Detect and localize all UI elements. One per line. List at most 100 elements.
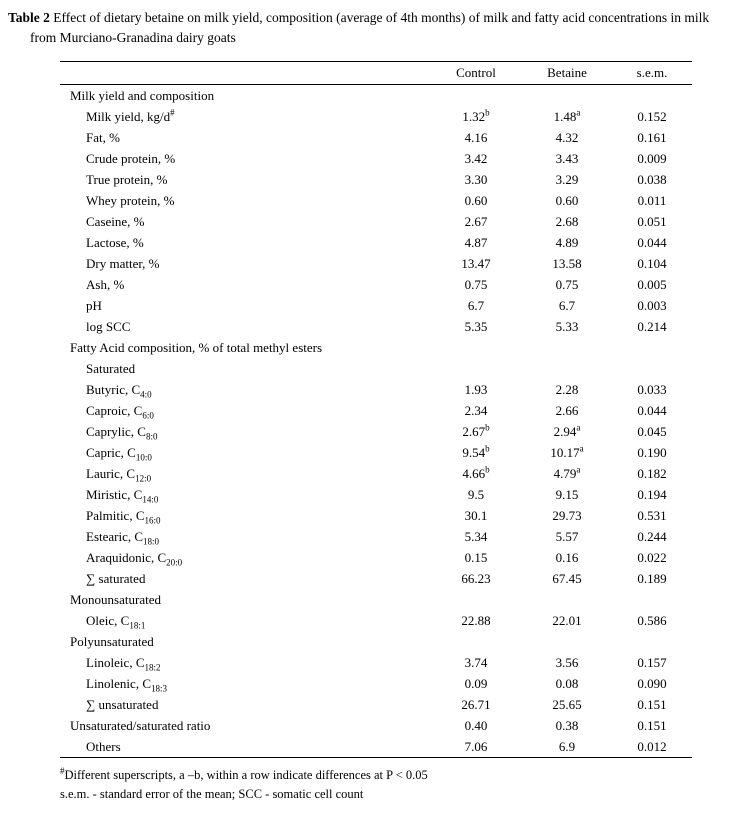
cell-control — [430, 85, 522, 107]
table-row: ∑ unsaturated 26.71 25.65 0.151 — [60, 694, 692, 715]
row-label: Lactose, % — [86, 235, 144, 251]
cell-control — [430, 589, 522, 610]
table-row: Caseine, % 2.67 2.68 0.051 — [60, 211, 692, 232]
table-row: Caprylic, C8:0 2.67b 2.94a 0.045 — [60, 421, 692, 442]
cell-betaine: 4.32 — [555, 130, 579, 146]
row-label: Capric, C10:0 — [86, 445, 152, 463]
table-row: True protein, % 3.30 3.29 0.038 — [60, 169, 692, 190]
cell-betaine: 0.60 — [555, 193, 579, 209]
cell-control: 66.23 — [461, 571, 491, 587]
cell-control: 9.5 — [467, 487, 485, 503]
cell-sem: 0.022 — [637, 550, 667, 566]
cell-sem: 0.044 — [637, 235, 667, 251]
table-row: Lactose, % 4.87 4.89 0.044 — [60, 232, 692, 253]
cell-control — [430, 358, 522, 379]
row-label: Whey protein, % — [86, 193, 175, 209]
row-label: Milk yield, kg/d# — [86, 107, 175, 125]
table-row: Milk yield, kg/d# 1.32b 1.48a 0.152 — [60, 106, 692, 127]
cell-sem: 0.152 — [637, 109, 667, 125]
table-row: Dry matter, % 13.47 13.58 0.104 — [60, 253, 692, 274]
cell-control: 2.34 — [464, 403, 488, 419]
cell-sem — [612, 337, 692, 358]
row-label: Crude protein, % — [86, 151, 176, 167]
cell-betaine: 2.94a — [553, 422, 581, 440]
header-sem: s.e.m. — [636, 65, 668, 81]
table-row: Linoleic, C18:2 3.74 3.56 0.157 — [60, 652, 692, 673]
row-label: Caproic, C6:0 — [86, 403, 154, 421]
cell-control: 26.71 — [461, 697, 491, 713]
cell-betaine: 3.29 — [555, 172, 579, 188]
row-label: Unsaturated/saturated ratio — [70, 718, 211, 734]
cell-control: 2.67b — [462, 422, 490, 440]
cell-betaine: 0.75 — [555, 277, 579, 293]
cell-control: 4.87 — [464, 235, 488, 251]
cell-betaine: 4.79a — [553, 464, 581, 482]
row-label: ∑ saturated — [86, 571, 146, 587]
section-row: Milk yield and composition — [60, 85, 692, 107]
cell-control: 5.34 — [464, 529, 488, 545]
table-row: Oleic, C18:1 22.88 22.01 0.586 — [60, 610, 692, 631]
cell-betaine — [522, 589, 612, 610]
data-table: Control Betaine s.e.m. Milk yield and co… — [60, 61, 692, 759]
cell-sem: 0.190 — [637, 445, 667, 461]
cell-control: 2.67 — [464, 214, 488, 230]
cell-control: 0.75 — [464, 277, 488, 293]
cell-betaine: 0.16 — [555, 550, 579, 566]
row-label: Caseine, % — [86, 214, 145, 230]
header-row: Control Betaine s.e.m. — [60, 62, 692, 85]
cell-sem: 0.194 — [637, 487, 667, 503]
cell-control: 3.74 — [464, 655, 488, 671]
table-row: Fat, % 4.16 4.32 0.161 — [60, 127, 692, 148]
table-row: Ash, % 0.75 0.75 0.005 — [60, 274, 692, 295]
cell-control: 7.06 — [464, 739, 488, 755]
cell-betaine: 6.9 — [558, 739, 576, 755]
row-label: Linolenic, C18:3 — [86, 676, 168, 694]
row-label: Lauric, C12:0 — [86, 466, 152, 484]
cell-sem: 0.189 — [637, 571, 667, 587]
table-row: ∑ saturated 66.23 67.45 0.189 — [60, 568, 692, 589]
section-row: Saturated — [60, 358, 692, 379]
cell-betaine: 5.33 — [555, 319, 579, 335]
cell-control: 3.42 — [464, 151, 488, 167]
cell-control: 3.30 — [464, 172, 488, 188]
cell-control: 13.47 — [461, 256, 491, 272]
cell-betaine: 25.65 — [552, 697, 582, 713]
cell-sem: 0.244 — [637, 529, 667, 545]
cell-betaine: 2.66 — [555, 403, 579, 419]
row-label: Fat, % — [86, 130, 120, 146]
row-label: Ash, % — [86, 277, 125, 293]
row-label: Miristic, C14:0 — [86, 487, 159, 505]
cell-control: 0.40 — [464, 718, 488, 734]
row-label: Butyric, C4:0 — [86, 382, 152, 400]
cell-sem: 0.009 — [637, 151, 667, 167]
cell-betaine: 67.45 — [552, 571, 582, 587]
row-label: pH — [86, 298, 102, 314]
cell-betaine: 1.48a — [553, 107, 581, 125]
cell-sem: 0.586 — [637, 613, 667, 629]
cell-control: 30.1 — [464, 508, 488, 524]
row-label: Milk yield and composition — [70, 88, 215, 104]
cell-sem: 0.045 — [637, 424, 667, 440]
cell-betaine — [522, 85, 612, 107]
table-row: Others 7.06 6.9 0.012 — [60, 736, 692, 758]
cell-sem: 0.033 — [637, 382, 667, 398]
cell-betaine: 6.7 — [558, 298, 576, 314]
section-row: Polyunsaturated — [60, 631, 692, 652]
cell-betaine: 3.56 — [555, 655, 579, 671]
cell-sem: 0.151 — [637, 697, 667, 713]
cell-sem: 0.038 — [637, 172, 667, 188]
footnote: #Different superscripts, a –b, within a … — [60, 765, 428, 783]
cell-sem: 0.151 — [637, 718, 667, 734]
cell-sem — [612, 85, 692, 107]
row-label: Estearic, C18:0 — [86, 529, 160, 547]
cell-control: 6.7 — [467, 298, 485, 314]
table-row: pH 6.7 6.7 0.003 — [60, 295, 692, 316]
cell-sem — [612, 358, 692, 379]
cell-betaine: 4.89 — [555, 235, 579, 251]
caption-label: Table 2 — [8, 10, 50, 25]
table-row: Whey protein, % 0.60 0.60 0.011 — [60, 190, 692, 211]
cell-sem — [612, 631, 692, 652]
cell-control — [430, 631, 522, 652]
cell-betaine: 9.15 — [555, 487, 579, 503]
cell-control: 1.32b — [462, 107, 490, 125]
